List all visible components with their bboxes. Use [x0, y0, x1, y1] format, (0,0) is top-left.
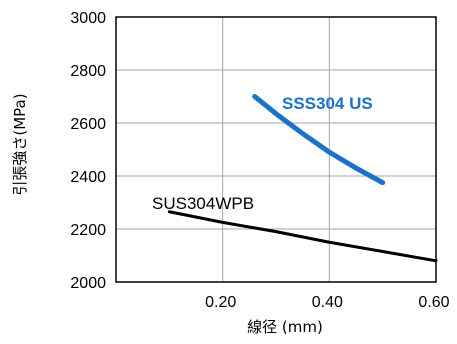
y-tick-label: 2800 — [70, 63, 106, 80]
series-labels: SSS304 US SUS304WPB — [152, 94, 373, 213]
x-tick-label: 0.40 — [312, 294, 343, 311]
series-lines — [167, 94, 438, 263]
y-tick-label: 2000 — [70, 275, 106, 292]
tick-labels: 2000 2200 2400 2600 2800 3000 0.20 0.40 0.60 — [70, 10, 449, 311]
x-tick-label: 0.20 — [205, 294, 236, 311]
grid — [116, 17, 436, 282]
x-axis-label: 線径 (mm) — [247, 318, 323, 336]
y-tick-label: 3000 — [70, 10, 106, 27]
y-axis-label: 引張強さ(MPa) — [11, 93, 29, 195]
y-tick-label: 2400 — [70, 169, 106, 186]
series-label-0: SSS304 US — [282, 94, 373, 113]
plot-frame — [115, 16, 437, 283]
series-line-0 — [252, 94, 386, 186]
x-tick-label: 0.60 — [418, 294, 449, 311]
y-tick-label: 2600 — [70, 116, 106, 133]
series-line-1 — [167, 210, 438, 263]
series-label-1: SUS304WPB — [152, 194, 254, 213]
y-tick-label: 2200 — [70, 222, 106, 239]
